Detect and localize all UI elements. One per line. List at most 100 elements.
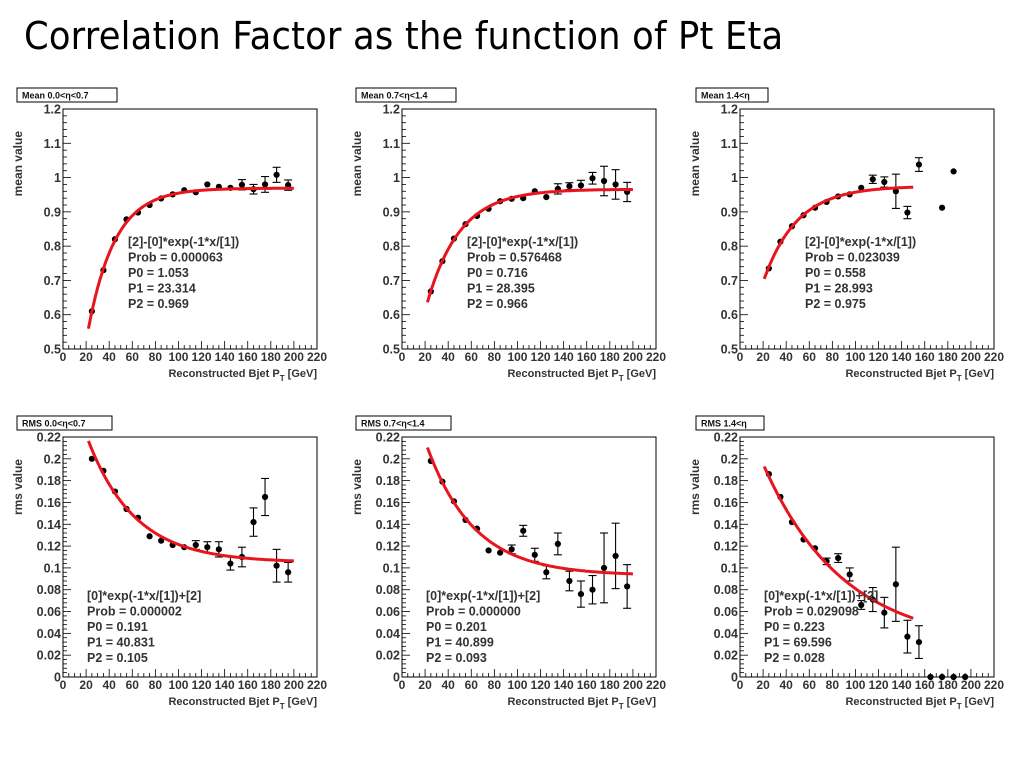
data-point bbox=[612, 181, 619, 188]
x-tick-label: 100 bbox=[168, 350, 188, 364]
fit-stat-line: P2 = 0.969 bbox=[128, 297, 189, 311]
x-axis-label: Reconstructed Bjet PT [GeV] bbox=[507, 696, 656, 711]
y-tick-label: 1.2 bbox=[44, 103, 61, 117]
x-tick-label: 180 bbox=[600, 678, 620, 692]
y-tick-label: 0.6 bbox=[44, 308, 61, 322]
x-tick-label: 80 bbox=[488, 350, 502, 364]
plot-frame bbox=[62, 108, 318, 350]
x-tick-label: 200 bbox=[623, 350, 643, 364]
data-point bbox=[273, 171, 280, 178]
x-tick-label: 160 bbox=[915, 678, 935, 692]
x-tick-label: 40 bbox=[103, 678, 117, 692]
data-point bbox=[892, 188, 899, 195]
y-tick-label: 0.02 bbox=[376, 649, 400, 663]
y-tick-label: 0.08 bbox=[376, 583, 400, 597]
x-axis-label: Reconstructed Bjet PT [GeV] bbox=[845, 696, 994, 711]
x-tick-label: 100 bbox=[845, 350, 865, 364]
y-tick-label: 1 bbox=[731, 171, 738, 185]
x-tick-label: 20 bbox=[418, 678, 432, 692]
chart-panel-3: Mean 1.4<η 0.5 0.6 0.7 0.8 0.9 1 1.1 1.2 0 20 40 60 8… bbox=[688, 87, 1004, 383]
x-tick-label: 160 bbox=[577, 678, 597, 692]
y-tick-label: 0.7 bbox=[44, 274, 61, 288]
data-point bbox=[554, 540, 561, 548]
x-tick-label: 160 bbox=[238, 678, 258, 692]
y-tick-label: 0.02 bbox=[714, 649, 738, 663]
fit-stat-line: P1 = 23.314 bbox=[128, 282, 196, 296]
chart-title: RMS 0.7<η<1.4 bbox=[361, 419, 425, 429]
x-tick-label: 0 bbox=[399, 350, 406, 364]
y-tick-label: 0.12 bbox=[37, 540, 61, 554]
data-point bbox=[950, 168, 957, 175]
data-point bbox=[531, 551, 538, 558]
data-point bbox=[285, 569, 292, 576]
x-tick-label: 40 bbox=[442, 678, 456, 692]
x-tick-label: 100 bbox=[507, 678, 527, 692]
x-tick-label: 20 bbox=[79, 678, 93, 692]
y-axis-label: mean value bbox=[350, 131, 364, 197]
y-tick-label: 0.08 bbox=[714, 583, 738, 597]
x-tick-label: 200 bbox=[623, 678, 643, 692]
y-tick-label: 0.16 bbox=[714, 496, 738, 510]
chart-title-box bbox=[355, 87, 457, 103]
y-tick-label: 1.1 bbox=[721, 137, 738, 151]
y-tick-label: 0.14 bbox=[714, 518, 738, 532]
y-axis-label: mean value bbox=[688, 131, 702, 197]
y-tick-label: 0.08 bbox=[37, 583, 61, 597]
y-axis-label: rms value bbox=[688, 459, 702, 515]
data-point bbox=[589, 586, 596, 593]
x-tick-label: 140 bbox=[215, 350, 235, 364]
x-tick-label: 140 bbox=[892, 678, 912, 692]
data-point bbox=[624, 583, 631, 590]
chart-panel-2: Mean 0.7<η<1.4 0.5 0.6 0.7 0.8 0.9 1 1.1 1.2 0 20 4… bbox=[350, 87, 666, 383]
fit-stat-line: P0 = 0.191 bbox=[87, 620, 148, 634]
fit-stat-line: P0 = 0.716 bbox=[467, 266, 528, 280]
y-tick-label: 0.5 bbox=[44, 343, 61, 357]
x-tick-label: 220 bbox=[984, 678, 1004, 692]
y-tick-label: 0.6 bbox=[383, 308, 400, 322]
y-tick-label: 0.2 bbox=[44, 452, 61, 466]
data-point bbox=[892, 581, 899, 588]
fit-stat-line: P1 = 69.596 bbox=[764, 636, 832, 650]
x-tick-label: 100 bbox=[168, 678, 188, 692]
x-tick-label: 200 bbox=[961, 678, 981, 692]
x-tick-label: 160 bbox=[577, 350, 597, 364]
data-point bbox=[612, 552, 619, 560]
data-point bbox=[915, 638, 923, 646]
data-point bbox=[204, 181, 211, 188]
data-point bbox=[600, 564, 608, 572]
x-tick-label: 120 bbox=[869, 350, 889, 364]
data-point bbox=[204, 544, 211, 551]
fit-stat-line: P1 = 28.395 bbox=[467, 282, 535, 296]
data-point bbox=[904, 209, 911, 216]
x-tick-label: 80 bbox=[488, 678, 502, 692]
x-tick-label: 120 bbox=[192, 350, 212, 364]
fit-stat-line: [2]-[0]*exp(-1*x/[1]) bbox=[467, 235, 578, 249]
y-tick-label: 0.8 bbox=[44, 240, 61, 254]
y-tick-label: 0.8 bbox=[721, 240, 738, 254]
y-tick-label: 1.2 bbox=[383, 103, 400, 117]
data-point bbox=[88, 455, 95, 462]
fit-stat-line: Prob = 0.000063 bbox=[128, 251, 223, 265]
x-tick-label: 0 bbox=[399, 678, 406, 692]
fit-stat-line: [0]*exp(-1*x/[1])+[2] bbox=[426, 589, 540, 603]
x-tick-label: 0 bbox=[60, 678, 67, 692]
x-tick-label: 200 bbox=[284, 350, 304, 364]
y-axis-label: rms value bbox=[11, 459, 25, 515]
data-point bbox=[250, 518, 257, 526]
chart-title-box bbox=[695, 415, 765, 431]
data-point bbox=[566, 577, 573, 585]
y-tick-label: 0.06 bbox=[376, 605, 400, 619]
fit-stat-line: P0 = 0.201 bbox=[426, 620, 487, 634]
data-point bbox=[508, 546, 515, 553]
fit-stat-line: P1 = 28.993 bbox=[805, 282, 873, 296]
x-tick-label: 120 bbox=[531, 678, 551, 692]
fit-stat-line: [0]*exp(-1*x/[1])+[2] bbox=[87, 589, 201, 603]
x-tick-label: 140 bbox=[554, 350, 574, 364]
x-tick-label: 140 bbox=[892, 350, 912, 364]
x-tick-label: 0 bbox=[737, 350, 744, 364]
data-point bbox=[543, 569, 550, 576]
x-tick-label: 20 bbox=[418, 350, 432, 364]
x-tick-label: 60 bbox=[803, 350, 817, 364]
data-point bbox=[520, 527, 527, 534]
y-tick-label: 0.5 bbox=[383, 343, 400, 357]
